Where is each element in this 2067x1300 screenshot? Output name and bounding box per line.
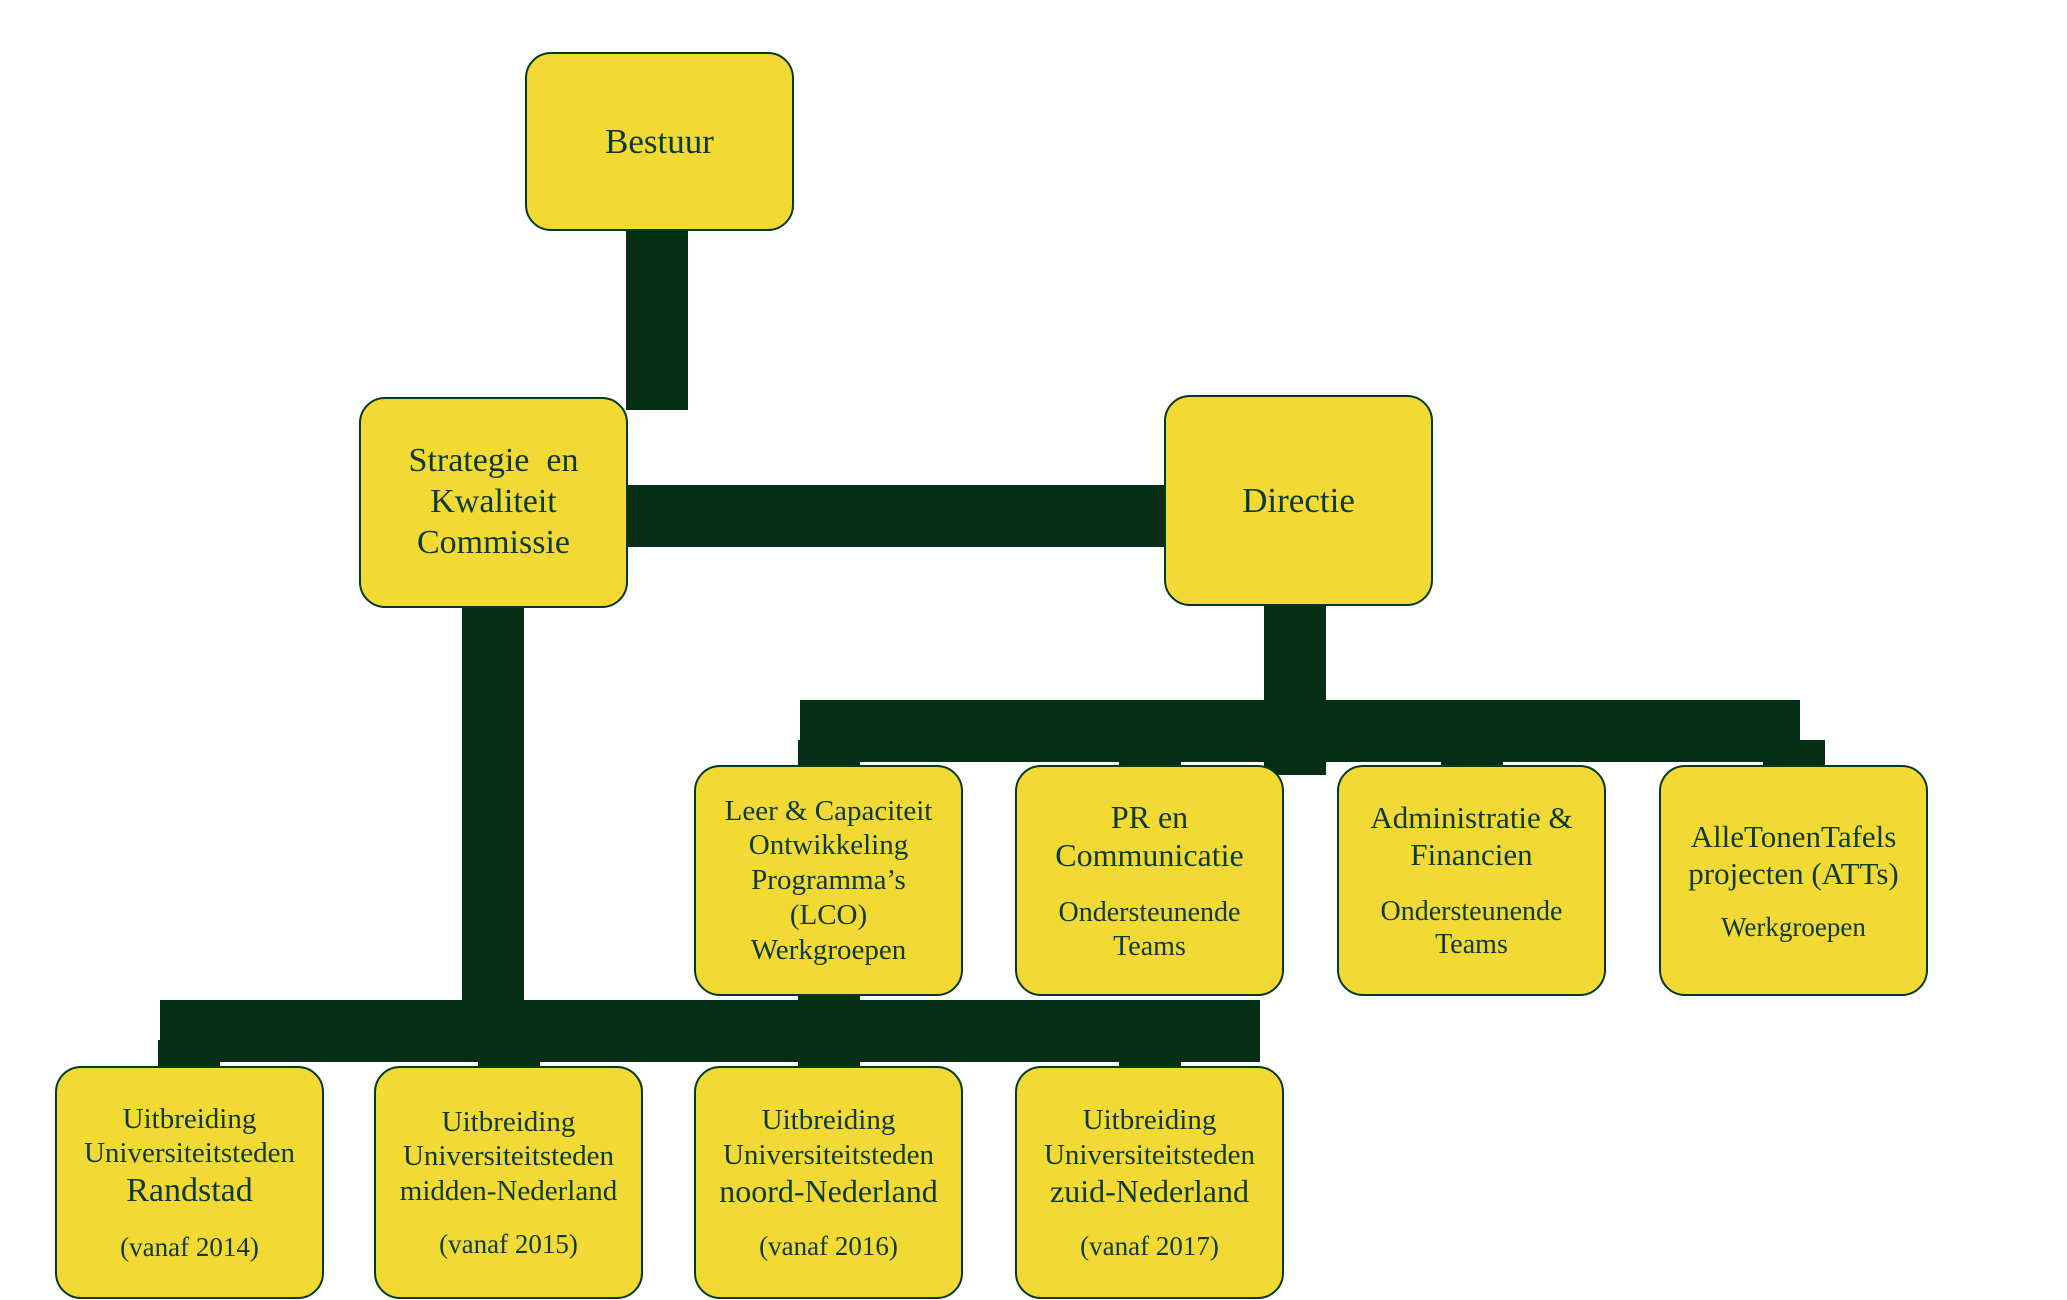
node-atts-line: Werkgroepen: [1721, 911, 1866, 943]
node-lco-line: (LCO): [790, 898, 867, 933]
node-zuid-line: zuid-Nederland: [1050, 1172, 1249, 1210]
node-randstad-line: (vanaf 2014): [120, 1231, 259, 1263]
node-midden-line: Uitbreiding: [442, 1105, 576, 1140]
node-strategie: Strategie enKwaliteitCommissie: [359, 397, 628, 608]
node-bestuur: Bestuur: [525, 52, 794, 231]
node-zuid-line: Universiteitsteden: [1044, 1138, 1255, 1173]
connector-h-row3-bus: [800, 700, 1800, 762]
node-zuid: UitbreidingUniversiteitstedenzuid-Nederl…: [1015, 1066, 1284, 1299]
node-directie: Directie: [1164, 395, 1433, 606]
node-atts: AlleTonenTafelsprojecten (ATTs) Werkgroe…: [1659, 765, 1928, 996]
node-pr-line: [1147, 875, 1152, 897]
node-randstad: UitbreidingUniversiteitstedenRandstad (v…: [55, 1066, 324, 1299]
node-lco-line: Programma’s: [751, 863, 906, 898]
node-midden-line: (vanaf 2015): [439, 1228, 578, 1260]
node-zuid-line: [1148, 1211, 1152, 1230]
node-admin-line: [1469, 873, 1474, 895]
node-lco: Leer & CapaciteitOntwikkelingProgramma’s…: [694, 765, 963, 996]
node-lco-line: Leer & Capaciteit: [725, 794, 933, 829]
node-randstad-line: Randstad: [126, 1171, 253, 1212]
node-atts-line: [1792, 892, 1796, 911]
node-strategie-line: Strategie en: [409, 441, 579, 482]
node-pr-line: Ondersteunende: [1059, 896, 1241, 930]
node-noord-line: (vanaf 2016): [759, 1230, 898, 1262]
node-atts-line: projecten (ATTs): [1688, 855, 1898, 892]
node-pr: PR enCommunicatie OndersteunendeTeams: [1015, 765, 1284, 996]
node-atts-line: AlleTonenTafels: [1691, 818, 1897, 855]
node-pr-line: PR en: [1111, 798, 1188, 836]
node-noord-line: noord-Nederland: [719, 1172, 938, 1210]
node-directie-line: Directie: [1242, 480, 1355, 522]
node-admin-line: Financien: [1410, 836, 1532, 873]
node-randstad-line: Uitbreiding: [123, 1102, 257, 1137]
node-midden: UitbreidingUniversiteitstedenmidden-Nede…: [374, 1066, 643, 1299]
node-noord-line: Uitbreiding: [762, 1103, 896, 1138]
node-admin-line: Administratie &: [1370, 799, 1572, 836]
node-lco-line: Werkgroepen: [751, 933, 906, 968]
node-admin-line: Teams: [1435, 928, 1508, 962]
node-midden-line: midden-Nederland: [400, 1174, 617, 1209]
connector-h-row4-bus: [160, 1000, 1260, 1062]
node-midden-line: [507, 1209, 511, 1228]
node-noord-line: Universiteitsteden: [723, 1138, 934, 1173]
diagram-canvas: Bestuur Strategie enKwaliteitCommissie Dir…: [0, 0, 2067, 1300]
connector-h-strategie-right: [615, 485, 1175, 547]
connector-v-strategie-down: [462, 596, 524, 1011]
node-admin: Administratie &Financien OndersteunendeT…: [1337, 765, 1606, 996]
node-noord-line: [827, 1211, 831, 1230]
node-zuid-line: (vanaf 2017): [1080, 1230, 1219, 1262]
node-randstad-line: [188, 1212, 192, 1231]
node-strategie-line: Kwaliteit: [430, 482, 557, 523]
node-strategie-line: Commissie: [417, 523, 570, 564]
node-noord: UitbreidingUniversiteitstedennoord-Neder…: [694, 1066, 963, 1299]
node-lco-line: Ontwikkeling: [749, 828, 909, 863]
node-midden-line: Universiteitsteden: [403, 1139, 614, 1174]
node-zuid-line: Uitbreiding: [1083, 1103, 1217, 1138]
node-bestuur-line: Bestuur: [605, 121, 714, 163]
node-pr-line: Teams: [1113, 930, 1186, 964]
node-pr-line: Communicatie: [1055, 836, 1243, 874]
node-randstad-line: Universiteitsteden: [84, 1136, 295, 1171]
connector-v-bestuur-down: [626, 220, 688, 410]
node-admin-line: Ondersteunende: [1381, 895, 1563, 929]
